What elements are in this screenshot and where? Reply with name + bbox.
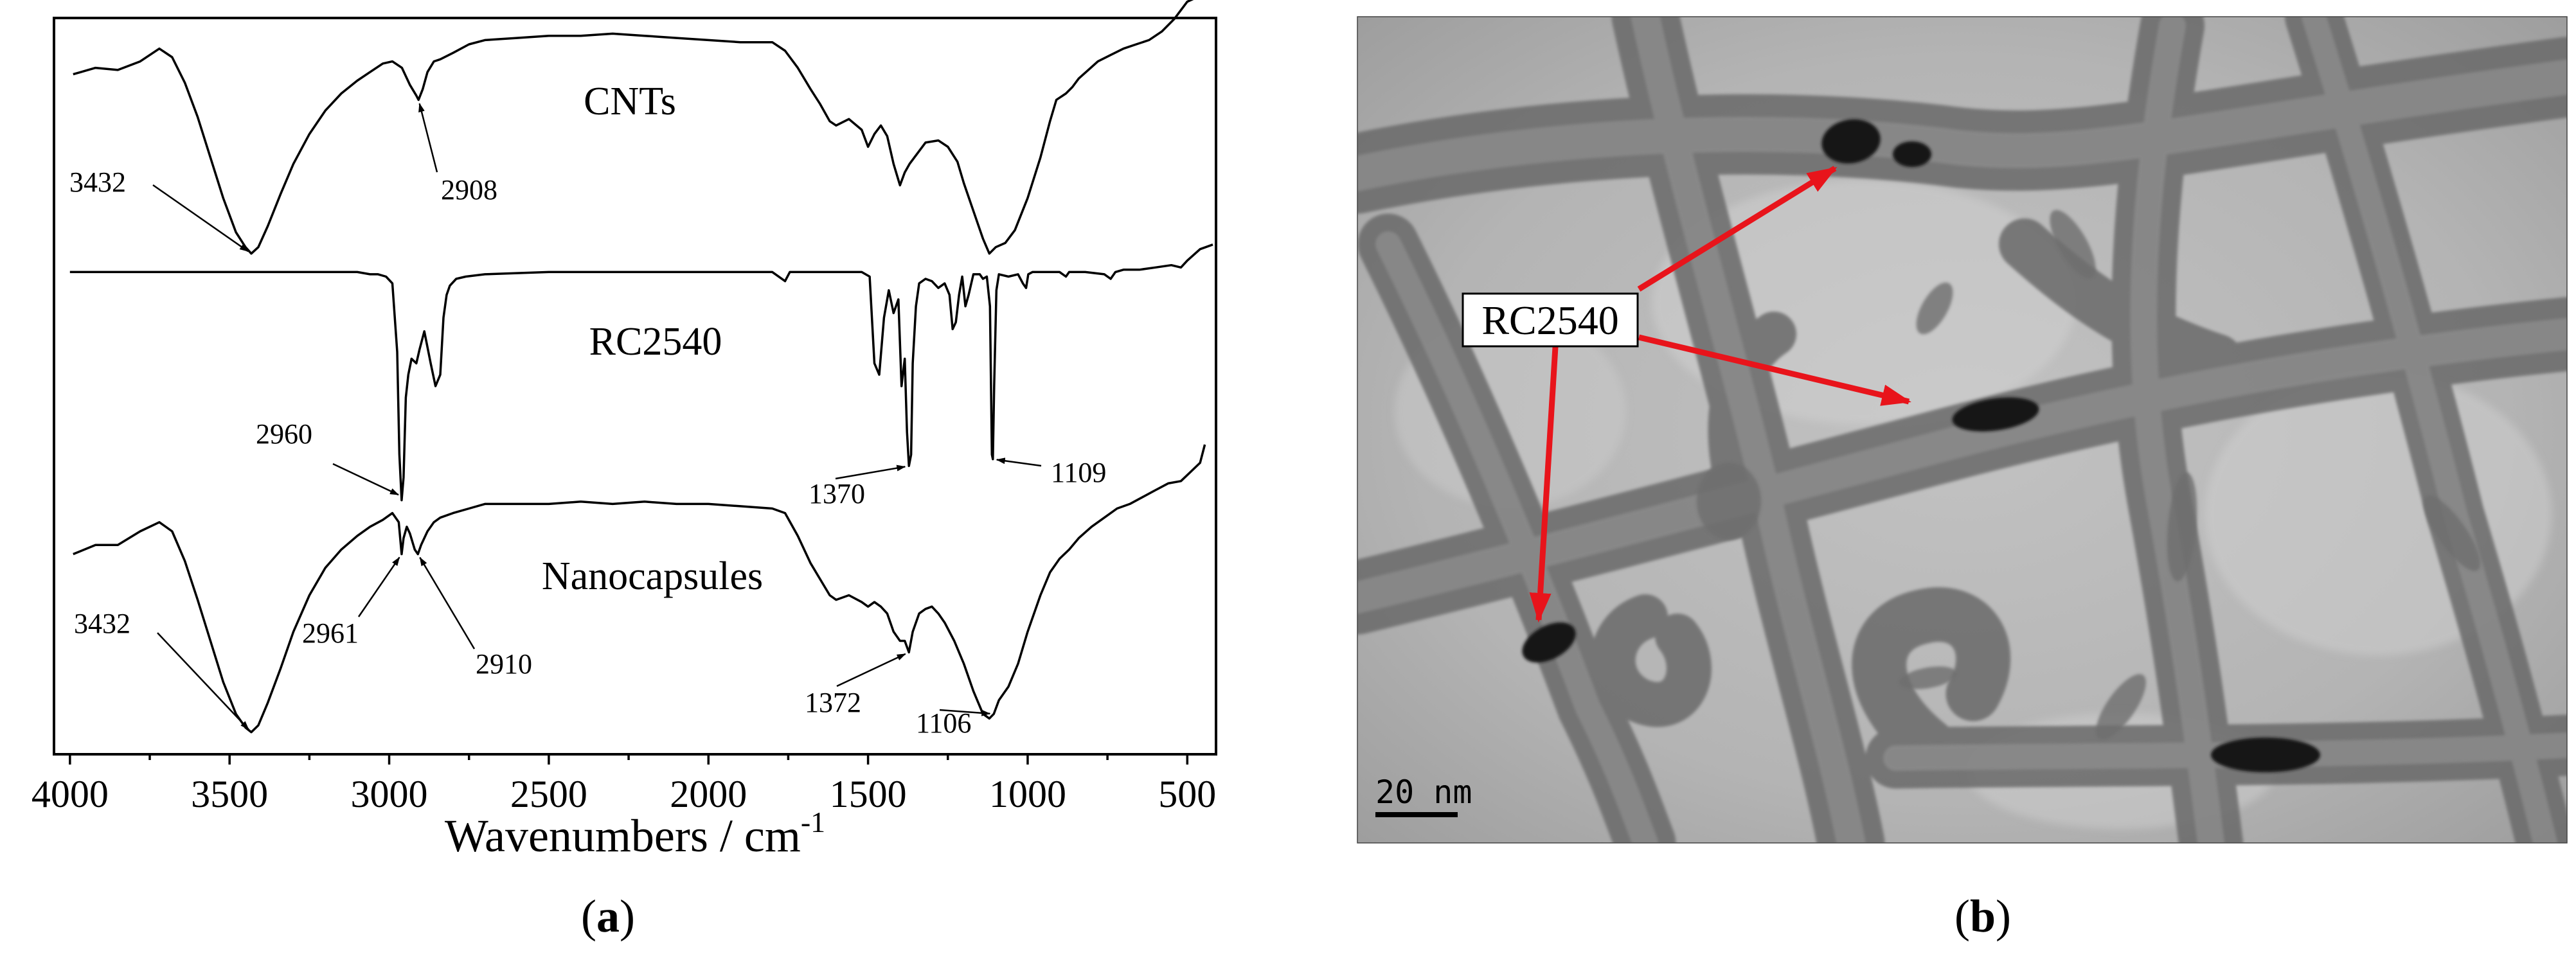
peak-label: 1372 [805, 687, 861, 718]
spectrum-label-rc2540: RC2540 [589, 320, 722, 364]
peak-arrow [157, 632, 249, 730]
panel-label-a: (a) [581, 890, 635, 942]
spectrum-nanocapsules [73, 444, 1206, 734]
peak-annotations: 3432 2908 2960 1370 1109 3432 2961 2910 1372 1106 [69, 103, 1106, 739]
ftir-chart: 4000 3500 3000 2500 2000 1500 1000 500 CNTs RC25… [31, 0, 1217, 942]
tem-image [1357, 17, 2567, 843]
peak-label: 3432 [69, 166, 126, 198]
peak-label: 1109 [1051, 457, 1106, 488]
callout-label: RC2540 [1481, 297, 1618, 343]
x-axis-tick-labels: 4000 3500 3000 2500 2000 1500 1000 500 [31, 773, 1216, 815]
spectra-series [69, 0, 1213, 734]
peak-arrow [835, 465, 906, 480]
panel-label-b: (b) [1954, 890, 2011, 942]
peak-arrow [152, 184, 249, 252]
spectrum-labels: CNTs RC2540 Nanocapsules [542, 80, 763, 598]
peak-label: 2960 [256, 418, 312, 450]
peak-arrow [332, 463, 399, 496]
spectrum-rc2540 [69, 243, 1213, 502]
peak-label: 2910 [476, 648, 532, 680]
x-axis-title: Wavenumbers / cm-1 [445, 806, 825, 862]
callout-box [1462, 292, 1639, 348]
peak-label: 1370 [809, 478, 865, 509]
x-tick-label: 2500 [510, 773, 587, 815]
x-tick-label: 1500 [830, 773, 907, 815]
peak-arrow [996, 457, 1042, 467]
peak-label: 2961 [302, 617, 359, 649]
arrow-to-particle-left [1529, 346, 1559, 623]
scale-bar: 20 nm [1375, 774, 1472, 817]
x-tick-label: 1000 [989, 773, 1066, 815]
x-tick-label: 500 [1158, 773, 1216, 815]
peak-arrow [939, 709, 991, 716]
peak-arrow [418, 103, 438, 173]
tem-frame [1357, 16, 2568, 844]
x-tick-label: 3000 [351, 773, 428, 815]
peak-arrow [836, 653, 906, 687]
spectrum-label-nanocapsules: Nanocapsules [542, 554, 763, 598]
scale-bar-label: 20 nm [1375, 774, 1472, 811]
x-tick-label: 4000 [31, 773, 109, 815]
peak-arrow [419, 556, 476, 650]
peak-label: 3432 [74, 608, 130, 639]
arrow-to-particle-top [1637, 166, 1838, 292]
rc2540-callout: RC2540 [1462, 292, 1639, 348]
peak-label: 2908 [441, 174, 497, 206]
peak-label: 1106 [916, 707, 971, 739]
plot-frame [53, 17, 1217, 756]
tem-micrograph: RC2540 20 nm (b) [1357, 16, 2568, 942]
x-tick-label: 2000 [670, 773, 747, 815]
arrow-to-particle-middle [1638, 334, 1911, 406]
peak-arrow [357, 556, 400, 617]
spectrum-label-cnts: CNTs [584, 80, 676, 123]
x-tick-label: 3500 [191, 773, 268, 815]
particle-arrows [1529, 166, 1911, 623]
x-axis-ticks [69, 754, 1189, 765]
spectrum-cnts [73, 0, 1194, 255]
